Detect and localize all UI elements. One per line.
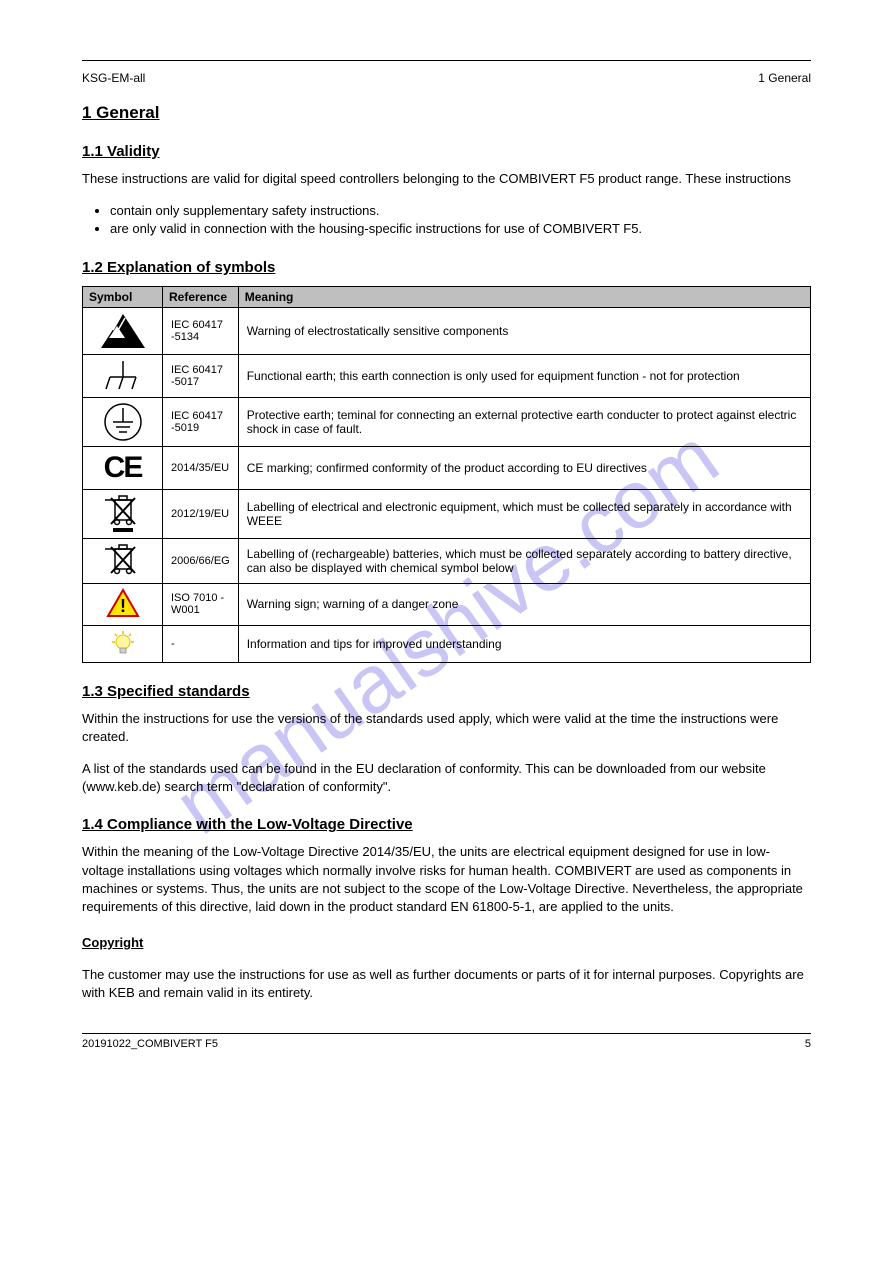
page-header: KSG-EM-all 1 General xyxy=(82,71,811,85)
table-header-row: Symbol Reference Meaning xyxy=(83,286,811,307)
footer-rule xyxy=(82,1033,811,1034)
row-meaning: Labelling of electrical and electronic e… xyxy=(238,489,810,538)
row-ref: IEC 60417 -5134 xyxy=(163,307,239,354)
table-row: 2006/66/EG Labelling of (rechargeable) b… xyxy=(83,538,811,583)
warning-triangle-icon: ! xyxy=(83,583,163,625)
row-ref: 2012/19/EU xyxy=(163,489,239,538)
page-container: KSG-EM-all 1 General 1 General 1.1 Valid… xyxy=(0,0,893,1090)
copyright-heading: Copyright xyxy=(82,934,811,952)
footer-page-number: 5 xyxy=(805,1038,811,1050)
validity-list: contain only supplementary safety instru… xyxy=(82,202,811,238)
row-meaning: Warning sign; warning of a danger zone xyxy=(238,583,810,625)
subsection-1-1-heading: 1.1 Validity xyxy=(82,143,811,160)
table-row: IEC 60417 -5134 Warning of electrostatic… xyxy=(83,307,811,354)
th-meaning: Meaning xyxy=(238,286,810,307)
battery-bin-icon xyxy=(83,538,163,583)
row-ref: - xyxy=(163,625,239,662)
table-row: IEC 60417 -5017 Functional earth; this e… xyxy=(83,354,811,397)
row-meaning: Warning of electrostatically sensitive c… xyxy=(238,307,810,354)
section-1-heading: 1 General xyxy=(82,103,811,123)
row-ref: IEC 60417 -5019 xyxy=(163,397,239,446)
row-meaning: CE marking; confirmed conformity of the … xyxy=(238,446,810,489)
stds-para-2: A list of the standards used can be foun… xyxy=(82,760,811,796)
functional-earth-icon xyxy=(83,354,163,397)
ce-mark-icon: CE xyxy=(83,446,163,489)
stds-para-1: Within the instructions for use the vers… xyxy=(82,710,811,746)
footer-left: 20191022_COMBIVERT F5 xyxy=(82,1038,218,1050)
th-symbol: Symbol xyxy=(83,286,163,307)
table-row: ! ISO 7010 - W001 Warning sign; warning … xyxy=(83,583,811,625)
lightbulb-tip-icon xyxy=(83,625,163,662)
svg-text:!: ! xyxy=(120,596,126,616)
copyright-para: The customer may use the instructions fo… xyxy=(82,966,811,1002)
table-row: 2012/19/EU Labelling of electrical and e… xyxy=(83,489,811,538)
weee-bin-icon xyxy=(83,489,163,538)
header-left: KSG-EM-all xyxy=(82,71,145,85)
subsection-1-2-heading: 1.2 Explanation of symbols xyxy=(82,259,811,276)
header-rule xyxy=(82,60,811,61)
table-row: CE 2014/35/EU CE marking; confirmed conf… xyxy=(83,446,811,489)
row-meaning: Labelling of (rechargeable) batteries, w… xyxy=(238,538,810,583)
subsection-1-3-heading: 1.3 Specified standards xyxy=(82,683,811,700)
row-meaning: Functional earth; this earth connection … xyxy=(238,354,810,397)
header-right: 1 General xyxy=(758,71,811,85)
row-meaning: Information and tips for improved unders… xyxy=(238,625,810,662)
table-row: - Information and tips for improved unde… xyxy=(83,625,811,662)
lvd-para: Within the meaning of the Low-Voltage Di… xyxy=(82,843,811,916)
validity-bullet-1: contain only supplementary safety instru… xyxy=(110,202,811,220)
validity-para-1: These instructions are valid for digital… xyxy=(82,170,811,188)
row-ref: IEC 60417 -5017 xyxy=(163,354,239,397)
row-ref: 2014/35/EU xyxy=(163,446,239,489)
th-reference: Reference xyxy=(163,286,239,307)
page-footer: 20191022_COMBIVERT F5 5 xyxy=(82,1038,811,1050)
protective-earth-icon xyxy=(83,397,163,446)
row-ref: ISO 7010 - W001 xyxy=(163,583,239,625)
row-meaning: Protective earth; teminal for connecting… xyxy=(238,397,810,446)
symbols-table: Symbol Reference Meaning IEC 60417 -5134… xyxy=(82,286,811,663)
esd-icon xyxy=(83,307,163,354)
table-row: IEC 60417 -5019 Protective earth; temina… xyxy=(83,397,811,446)
row-ref: 2006/66/EG xyxy=(163,538,239,583)
validity-bullet-2: are only valid in connection with the ho… xyxy=(110,220,811,238)
subsection-1-4-heading: 1.4 Compliance with the Low-Voltage Dire… xyxy=(82,816,811,833)
